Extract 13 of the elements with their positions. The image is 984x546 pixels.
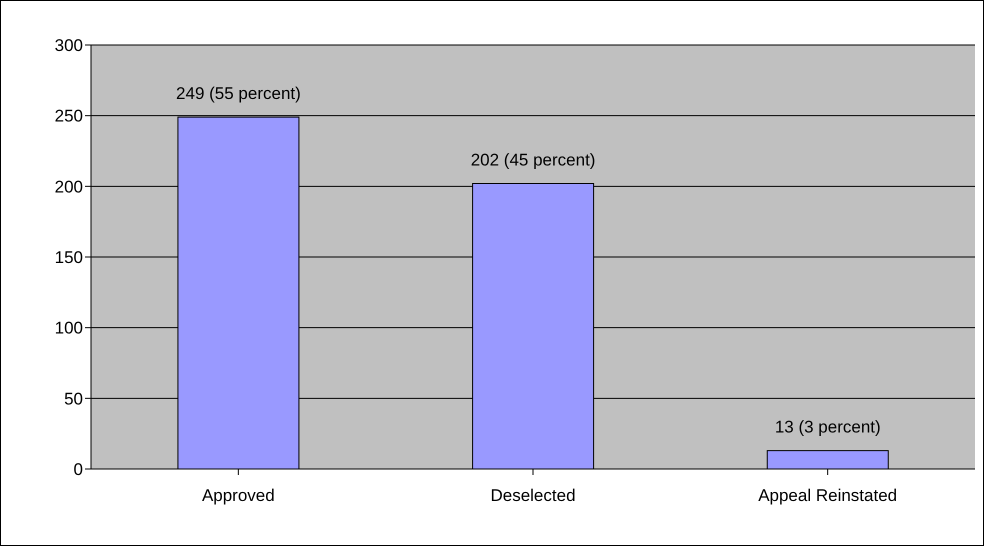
data-label: 249 (55 percent) bbox=[176, 84, 301, 104]
x-tick-label: Appeal Reinstated bbox=[758, 486, 898, 506]
data-label: 202 (45 percent) bbox=[470, 150, 596, 170]
y-tick-label: 150 bbox=[54, 248, 83, 268]
y-tick-label: 200 bbox=[54, 177, 83, 196]
x-tick-label: Approved bbox=[202, 486, 275, 506]
x-tick-label: Deselected bbox=[490, 486, 576, 506]
y-tick-label: 100 bbox=[54, 318, 83, 338]
y-tick-label: 300 bbox=[54, 36, 83, 56]
y-tick-label: 0 bbox=[74, 460, 83, 480]
data-label: 13 (3 percent) bbox=[774, 418, 881, 437]
y-tick-label: 50 bbox=[64, 389, 83, 408]
y-tick-label: 250 bbox=[54, 106, 83, 126]
